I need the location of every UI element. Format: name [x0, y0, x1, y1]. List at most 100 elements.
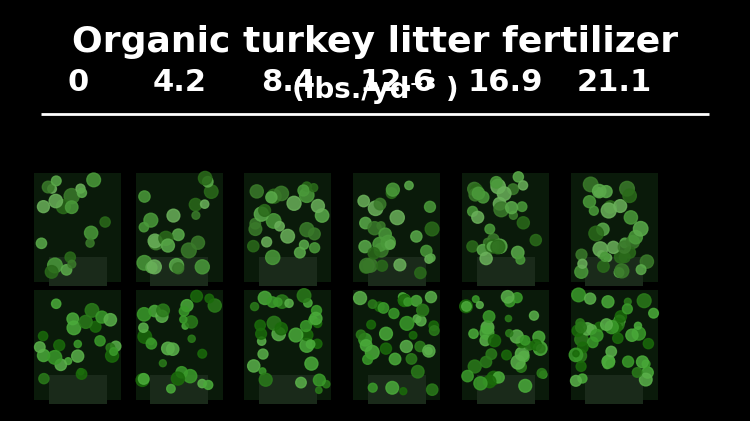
Point	[61, 266, 73, 273]
Point	[275, 190, 287, 197]
Point	[266, 194, 278, 201]
Point	[494, 243, 506, 250]
Point	[199, 201, 211, 208]
Point	[172, 232, 184, 238]
Point	[479, 337, 491, 344]
Point	[485, 351, 497, 357]
Point	[366, 349, 378, 356]
Point	[537, 371, 549, 378]
Point	[266, 299, 278, 306]
Point	[38, 375, 50, 382]
Point	[602, 358, 614, 365]
Point	[530, 341, 542, 348]
Point	[257, 351, 269, 357]
Point	[359, 220, 371, 226]
Point	[199, 175, 211, 181]
Point	[575, 324, 587, 331]
Point	[302, 300, 313, 306]
Point	[500, 352, 512, 358]
Point	[633, 330, 645, 337]
Point	[172, 265, 184, 272]
Point	[386, 190, 398, 197]
Point	[181, 302, 193, 309]
Point	[486, 243, 498, 250]
Point	[428, 327, 440, 334]
Point	[209, 302, 220, 309]
Point	[472, 214, 484, 221]
Point	[106, 352, 118, 359]
Point	[178, 308, 190, 314]
Point	[150, 240, 162, 246]
Point	[358, 197, 370, 204]
Point	[96, 314, 108, 320]
Point	[190, 201, 202, 208]
Point	[272, 299, 284, 306]
Point	[308, 231, 320, 237]
Point	[460, 303, 472, 310]
Point	[104, 344, 116, 351]
Point	[46, 269, 58, 275]
Point	[301, 192, 313, 199]
Point	[80, 319, 92, 325]
Point	[412, 368, 424, 375]
Text: 0: 0	[67, 68, 88, 97]
Point	[68, 325, 80, 331]
Point	[511, 333, 523, 340]
Point	[570, 352, 582, 358]
Point	[370, 205, 382, 212]
Point	[302, 332, 313, 338]
Point	[250, 226, 262, 232]
Point	[410, 233, 422, 240]
Point	[407, 332, 419, 338]
FancyBboxPatch shape	[571, 173, 658, 282]
Point	[139, 333, 151, 340]
Point	[311, 320, 323, 327]
Point	[72, 353, 84, 360]
Point	[394, 261, 406, 268]
Point	[260, 376, 272, 383]
Point	[359, 336, 371, 343]
Point	[516, 338, 528, 345]
Point	[401, 320, 413, 327]
Point	[376, 262, 388, 269]
Point	[606, 324, 618, 330]
Point	[536, 370, 548, 376]
Point	[512, 173, 524, 180]
Point	[310, 315, 322, 322]
Point	[602, 254, 613, 261]
Point	[593, 188, 605, 195]
Point	[581, 325, 593, 332]
Point	[585, 181, 597, 188]
Point	[387, 187, 399, 193]
Point	[492, 183, 504, 190]
Point	[308, 184, 320, 191]
Point	[640, 360, 652, 367]
Point	[494, 200, 506, 207]
Point	[528, 312, 540, 319]
Point	[612, 321, 624, 328]
Point	[170, 262, 182, 269]
Point	[248, 303, 260, 310]
Point	[621, 306, 633, 312]
Point	[42, 184, 54, 190]
Point	[259, 207, 271, 214]
Point	[577, 344, 589, 351]
Point	[490, 179, 502, 186]
Point	[288, 200, 300, 207]
Point	[598, 263, 610, 270]
Point	[389, 356, 401, 362]
Point	[388, 310, 400, 317]
Point	[637, 359, 649, 365]
Point	[470, 296, 482, 303]
Point	[482, 239, 494, 246]
Point	[305, 360, 317, 367]
Point	[410, 298, 422, 304]
Point	[613, 269, 625, 276]
Point	[512, 249, 524, 256]
Point	[477, 194, 489, 200]
Point	[249, 220, 261, 227]
Point	[574, 320, 586, 326]
Point	[518, 219, 530, 226]
Point	[477, 247, 489, 253]
Point	[466, 243, 478, 250]
